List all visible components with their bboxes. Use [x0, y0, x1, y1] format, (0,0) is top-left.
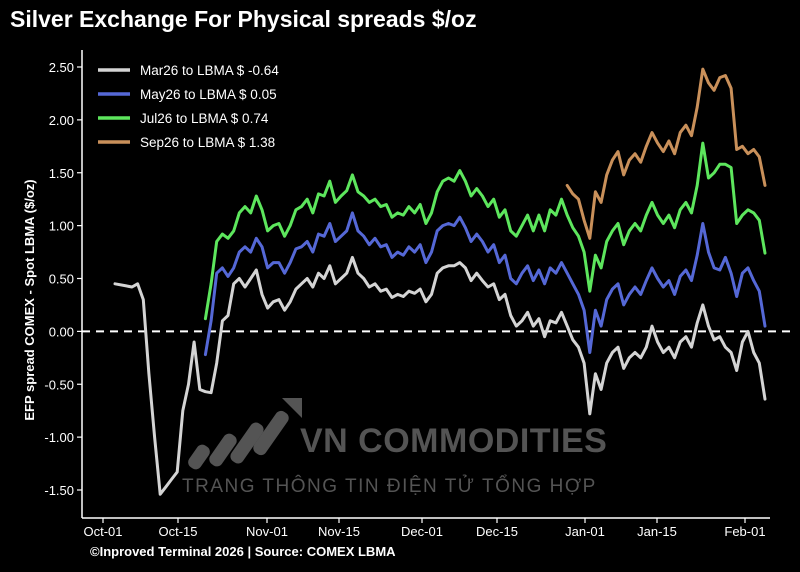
watermark: VN COMMODITIES TRANG THÔNG TIN ĐIỆN TỬ T…: [182, 392, 632, 502]
legend: Mar26 to LBMA $ -0.64 May26 to LBMA $ 0.0…: [98, 63, 279, 150]
series-line-1: [113, 255, 767, 496]
x-tick-label: Dec-15: [476, 524, 518, 539]
y-tick-label: 0.50: [49, 272, 74, 287]
y-tick-label: 2.00: [49, 113, 74, 128]
series-line-2: [203, 211, 767, 357]
y-tick-label: 1.50: [49, 166, 74, 181]
legend-label: Mar26 to LBMA $ -0.64: [140, 63, 279, 78]
watermark-logo-icon: [188, 398, 302, 470]
x-tick-label: Nov-15: [318, 524, 360, 539]
watermark-title: VN COMMODITIES: [300, 422, 608, 460]
series-line-4: [565, 67, 767, 240]
y-tick-label: -0.50: [44, 377, 74, 392]
x-tick-label: Nov-01: [246, 524, 288, 539]
x-tick-label: Jan-15: [637, 524, 677, 539]
y-axis-label: EFP spread COMEX - Spot LBMA ($/oz): [22, 179, 37, 420]
source-note: ©Inproved Terminal 2026 | Source: COMEX …: [90, 544, 396, 559]
axes: 2.50 2.00 1.50 1.00 0.50 0.00 -0.50 -1.00 -1.50 O…: [44, 50, 770, 539]
y-tick-label: 0.00: [49, 324, 74, 339]
y-tick-label: -1.50: [44, 483, 74, 498]
legend-label: Jul26 to LBMA $ 0.74: [140, 111, 269, 126]
plot-area: [82, 67, 796, 496]
series-line-3: [203, 141, 767, 321]
watermark-subtitle: TRANG THÔNG TIN ĐIỆN TỬ TỔNG HỢP: [182, 476, 597, 497]
x-tick-label: Jan-01: [565, 524, 605, 539]
x-tick-label: Oct-01: [83, 524, 122, 539]
x-tick-label: Feb-01: [724, 524, 765, 539]
chart-title: Silver Exchange For Physical spreads $/o…: [10, 6, 477, 32]
y-tick-label: 1.00: [49, 219, 74, 234]
x-tick-label: Dec-01: [401, 524, 443, 539]
x-tick-label: Oct-15: [158, 524, 197, 539]
legend-label: May26 to LBMA $ 0.05: [140, 87, 277, 102]
y-tick-label: -1.00: [44, 430, 74, 445]
legend-label: Sep26 to LBMA $ 1.38: [140, 135, 275, 150]
y-tick-label: 2.50: [49, 60, 74, 75]
